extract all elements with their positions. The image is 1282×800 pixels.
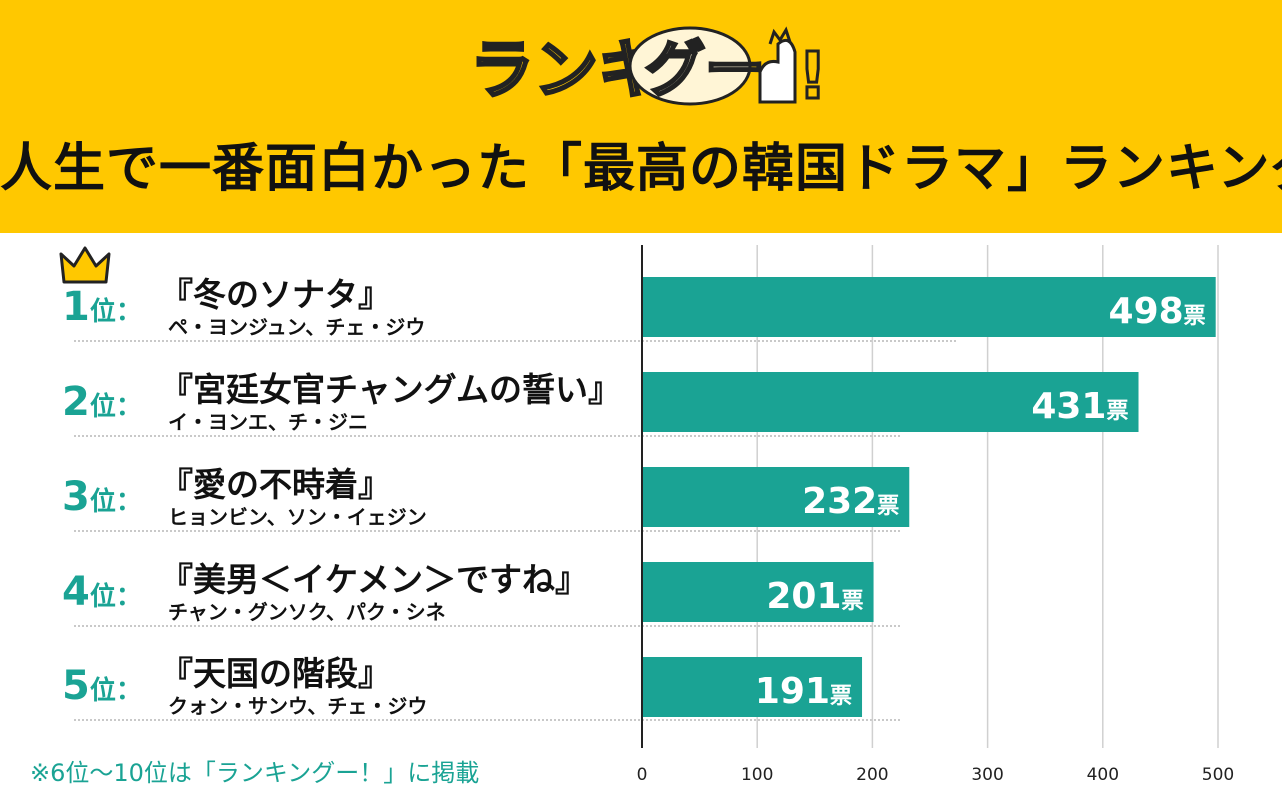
drama-title: 『美男＜イケメン＞ですね』 [160, 560, 589, 599]
bar-value-label: 232票 [802, 481, 899, 522]
row-divider [74, 719, 900, 721]
rank-label: 5位： [62, 663, 142, 709]
drama-actors: ペ・ヨンジュン、チェ・ジウ [168, 315, 426, 339]
row-divider [74, 340, 956, 342]
x-tick-label: 200 [856, 765, 888, 785]
svg-text:グー: グー [645, 35, 765, 105]
bar [643, 562, 874, 622]
ranking-list: 1位： 『冬のソナタ』 ペ・ヨンジュン、チェ・ジウ 2位： 『宮廷女官チャングム… [0, 248, 960, 722]
rank-label: 4位： [62, 569, 142, 615]
logo: ランキン グー ! [469, 26, 829, 114]
bar-value-label: 191票 [755, 671, 852, 712]
x-tick-label: 500 [1202, 765, 1234, 785]
ranking-row-1: 1位： 『冬のソナタ』 ペ・ヨンジュン、チェ・ジウ [0, 248, 960, 343]
row-divider [74, 530, 900, 532]
ranking-row-3: 3位： 『愛の不時着』 ヒョンビン、ソン・イェジン [0, 438, 960, 533]
bar-value-label: 498票 [1109, 291, 1206, 332]
rank-label: 2位： [62, 379, 142, 425]
x-tick-label: 100 [741, 765, 773, 785]
drama-actors: クォン・サンウ、チェ・ジウ [168, 694, 428, 718]
ranking-row-5: 5位： 『天国の階段』 クォン・サンウ、チェ・ジウ [0, 627, 960, 722]
svg-text:!: ! [798, 40, 827, 114]
drama-title: 『宮廷女官チャングムの誓い』 [160, 370, 622, 409]
page-title: 人生で一番面白かった「最高の韓国ドラマ」ランキング [0, 139, 1282, 199]
x-tick-label: 0 [637, 765, 648, 785]
header-banner: ランキン グー ! 人生で一番面白かった「最高の韓国ドラマ」ランキング [0, 0, 1282, 233]
bar [643, 372, 1139, 432]
drama-title: 『冬のソナタ』 [160, 275, 391, 314]
row-divider [74, 625, 900, 627]
bar [643, 467, 910, 527]
rank-label: 1位： [62, 284, 142, 330]
drama-title: 『愛の不時着』 [160, 465, 391, 504]
bar [643, 657, 863, 717]
row-divider [74, 435, 900, 437]
bar-value-label: 431票 [1031, 386, 1128, 427]
ranking-row-4: 4位： 『美男＜イケメン＞ですね』 チャン・グンソク、パク・シネ [0, 533, 960, 628]
crown-icon [59, 246, 111, 284]
drama-actors: チャン・グンソク、パク・シネ [168, 600, 446, 624]
bar [643, 277, 1216, 337]
bar-chart: 0 100 200 300 400 500 498票 431票 232票 201票 191票 [637, 245, 1234, 785]
x-tick-label: 300 [971, 765, 1003, 785]
drama-actors: ヒョンビン、ソン・イェジン [168, 505, 427, 529]
ranking-row-2: 2位： 『宮廷女官チャングムの誓い』 イ・ヨンエ、チ・ジニ [0, 343, 960, 438]
drama-actors: イ・ヨンエ、チ・ジニ [168, 410, 368, 434]
drama-title: 『天国の階段』 [160, 654, 391, 693]
x-tick-label: 400 [1087, 765, 1119, 785]
footnote: ※6位〜10位は「ランキングー！」に掲載 [30, 759, 480, 787]
bar-value-label: 201票 [766, 576, 863, 617]
rank-label: 3位： [62, 474, 142, 520]
